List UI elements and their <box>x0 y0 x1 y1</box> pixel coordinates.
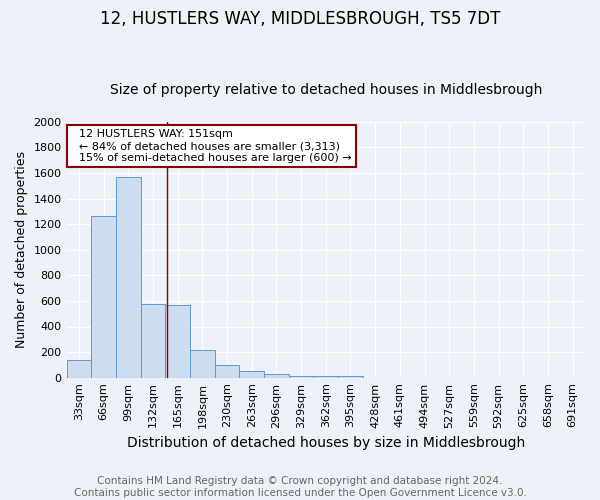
Bar <box>91 216 116 378</box>
Bar <box>190 350 215 378</box>
Bar <box>116 177 140 378</box>
Bar <box>264 374 289 378</box>
Bar <box>289 376 313 378</box>
X-axis label: Distribution of detached houses by size in Middlesbrough: Distribution of detached houses by size … <box>127 436 525 450</box>
Text: Contains HM Land Registry data © Crown copyright and database right 2024.
Contai: Contains HM Land Registry data © Crown c… <box>74 476 526 498</box>
Title: Size of property relative to detached houses in Middlesbrough: Size of property relative to detached ho… <box>110 83 542 97</box>
Bar <box>313 376 338 378</box>
Text: 12, HUSTLERS WAY, MIDDLESBROUGH, TS5 7DT: 12, HUSTLERS WAY, MIDDLESBROUGH, TS5 7DT <box>100 10 500 28</box>
Bar <box>140 304 165 378</box>
Bar <box>165 306 190 378</box>
Bar <box>67 360 91 378</box>
Bar <box>338 376 363 378</box>
Text: 12 HUSTLERS WAY: 151sqm
  ← 84% of detached houses are smaller (3,313)
  15% of : 12 HUSTLERS WAY: 151sqm ← 84% of detache… <box>72 130 352 162</box>
Bar <box>215 365 239 378</box>
Bar <box>239 370 264 378</box>
Y-axis label: Number of detached properties: Number of detached properties <box>15 151 28 348</box>
